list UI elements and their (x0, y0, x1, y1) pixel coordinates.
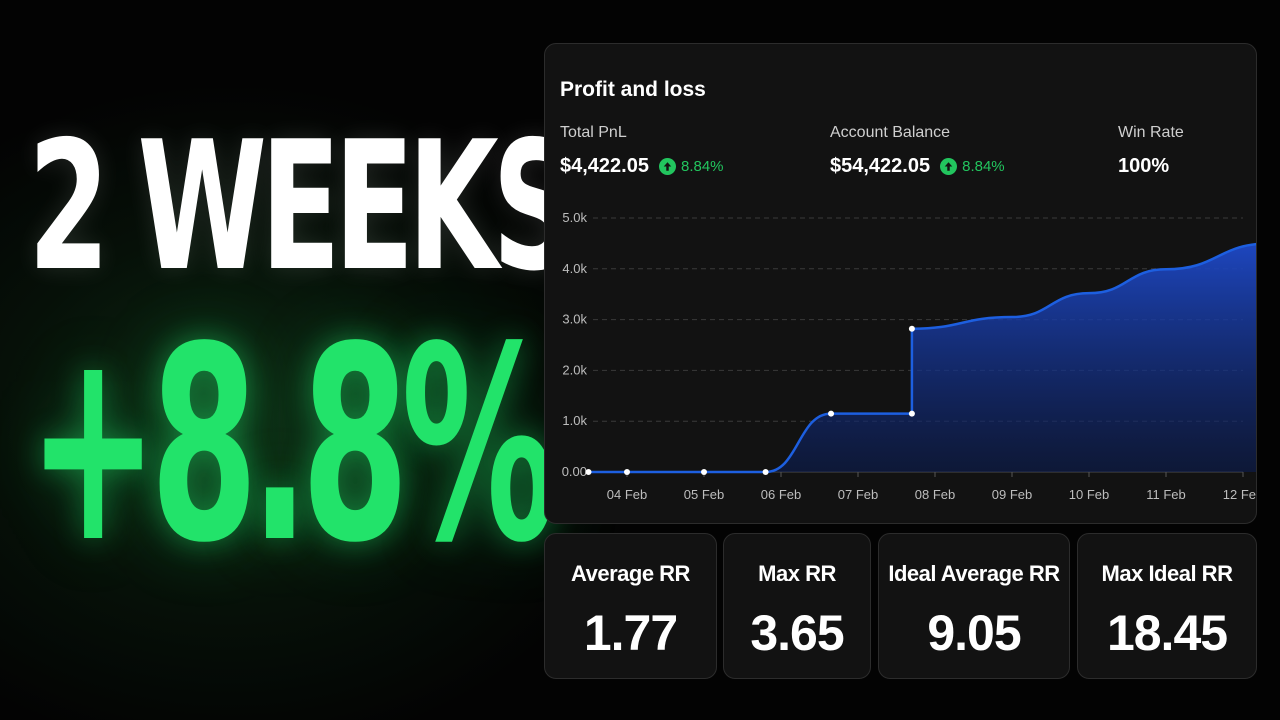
stat-label: Total PnL (560, 124, 627, 141)
x-tick-label: 06 Feb (761, 487, 801, 502)
data-point[interactable] (908, 325, 915, 332)
stat-change: 8.84% (658, 158, 724, 175)
data-point[interactable] (908, 410, 915, 417)
arrow-up-circle-icon (658, 158, 676, 175)
stat-value: $4,422.05 (560, 155, 649, 177)
rr-card-ideal-average: Ideal Average RR 9.05 (878, 533, 1070, 679)
x-tick-label: 07 Feb (838, 487, 878, 502)
rr-label: Max Ideal RR (1101, 561, 1233, 586)
stat-change: 8.84% (940, 158, 1005, 175)
rr-value: 18.45 (1106, 605, 1228, 661)
y-tick-label: 0.00 (562, 464, 587, 479)
rr-value: 3.65 (750, 605, 844, 661)
stat-change-value: 8.84% (680, 158, 724, 175)
stat-account-balance: Account Balance $54,422.05 8.84% (830, 124, 1005, 178)
rr-value: 9.05 (927, 605, 1021, 661)
data-point[interactable] (762, 469, 769, 475)
stat-win-rate: Win Rate 100% (1118, 124, 1184, 178)
profit-loss-card: Profit and loss Total PnL $4,422.05 8.84… (544, 43, 1257, 524)
y-tick-label: 2.0k (562, 362, 587, 377)
x-tick-label: 11 Feb (1146, 487, 1186, 502)
stat-value: $54,422.05 (830, 155, 931, 177)
stat-change-value: 8.84% (962, 158, 1005, 175)
rr-label: Max RR (758, 561, 836, 586)
rr-card-max: Max RR 3.65 (723, 533, 871, 679)
hero-overlay: 2 WEEKS +8.8% (0, 0, 577, 720)
hero-duration-text: 2 WEEKS (28, 103, 577, 310)
data-point[interactable] (624, 469, 630, 475)
series-line (588, 242, 1256, 474)
rr-card-average: Average RR 1.77 (544, 533, 717, 679)
stat-value: 100% (1118, 155, 1170, 177)
data-point[interactable] (828, 410, 835, 417)
card-title: Profit and loss (560, 78, 706, 101)
stat-label: Account Balance (830, 124, 951, 141)
x-tick-label: 09 Feb (992, 487, 1032, 502)
rr-label: Average RR (571, 561, 690, 586)
stat-total-pnl: Total PnL $4,422.05 8.84% (560, 124, 724, 178)
y-tick-label: 5.0k (562, 210, 587, 225)
pnl-area-chart: 5.0k 4.0k 3.0k 2.0k 1.0k 0.00 04 Feb 05 Feb 06 F… (562, 210, 1256, 502)
x-tick-label: 04 Feb (607, 487, 647, 502)
arrow-up-circle-icon (940, 158, 958, 175)
y-tick-label: 4.0k (562, 261, 587, 276)
y-tick-label: 3.0k (562, 312, 587, 327)
rr-value: 1.77 (583, 605, 678, 661)
stat-label: Win Rate (1118, 124, 1184, 141)
x-tick-label: 08 Feb (915, 487, 955, 502)
y-tick-label: 1.0k (562, 413, 587, 428)
x-tick-label: 12 Feb (1223, 487, 1256, 502)
data-point[interactable] (701, 469, 707, 475)
series-area-fill (588, 244, 1256, 472)
x-tick-label: 05 Feb (684, 487, 724, 502)
hero-percent-text: +8.8% (28, 290, 557, 602)
data-point[interactable] (585, 469, 592, 475)
rr-card-max-ideal: Max Ideal RR 18.45 (1077, 533, 1257, 679)
rr-label: Ideal Average RR (888, 561, 1060, 586)
x-tick-label: 10 Feb (1069, 487, 1109, 502)
